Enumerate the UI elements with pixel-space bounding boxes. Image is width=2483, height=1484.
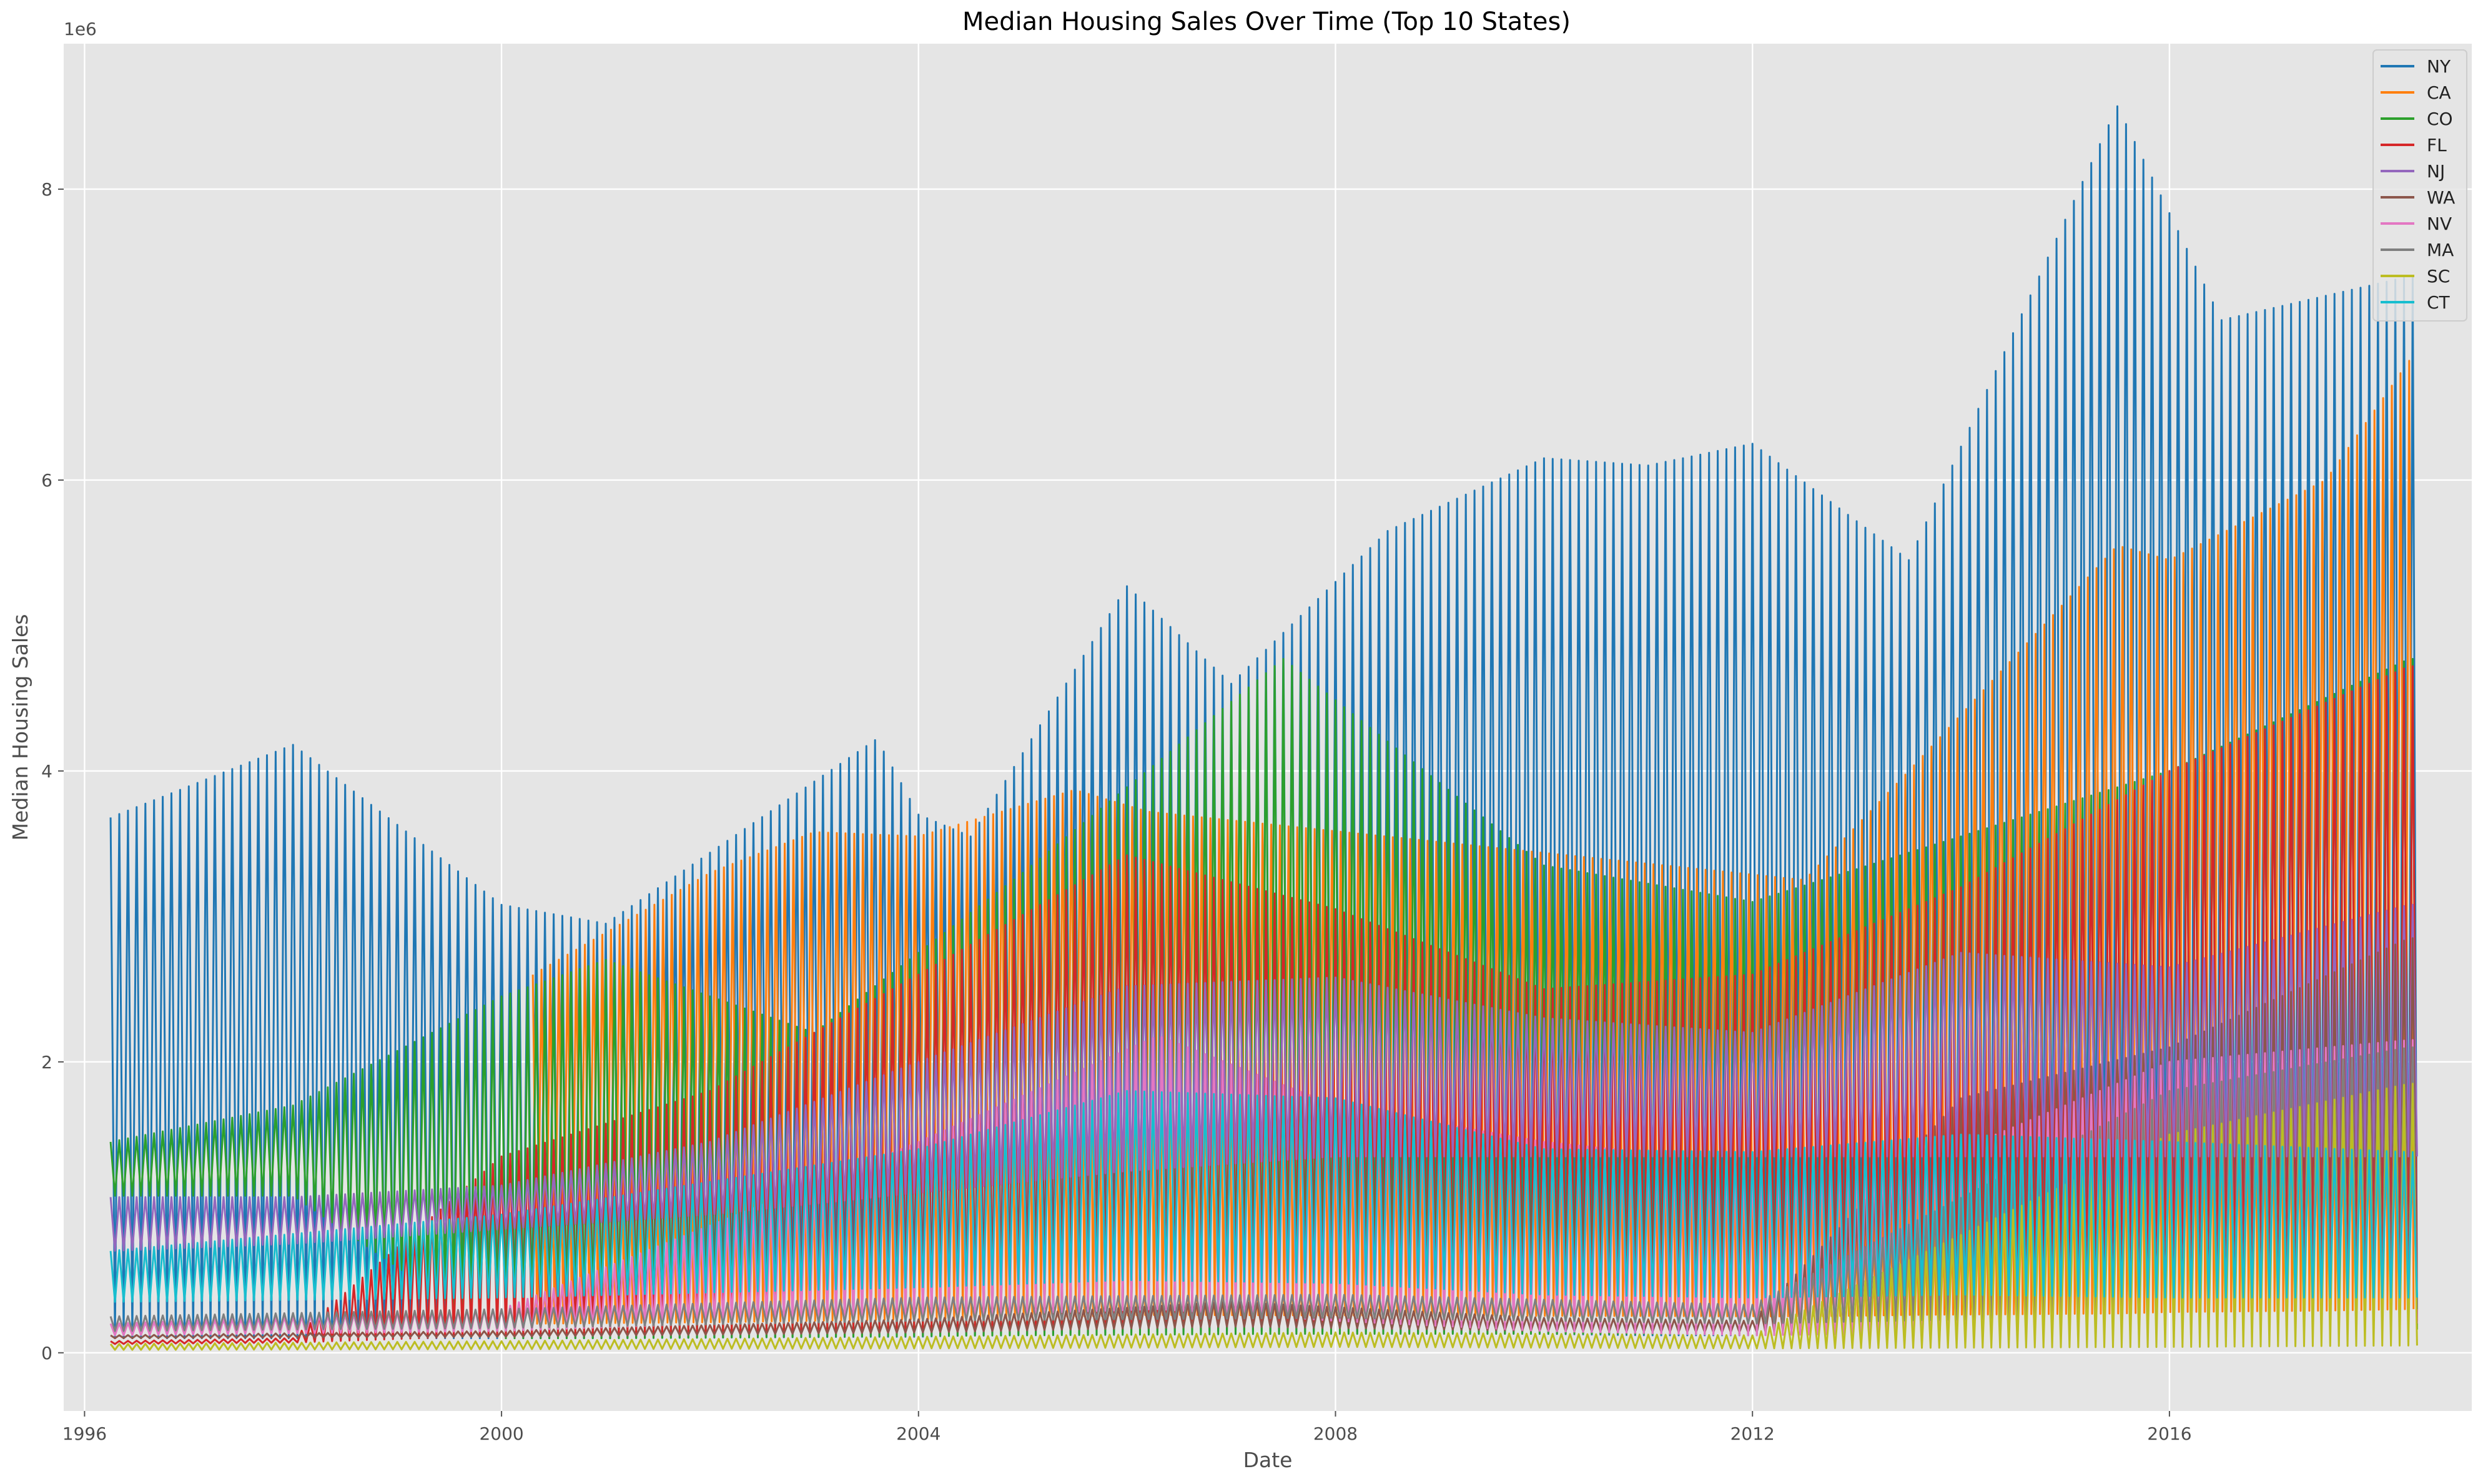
series-line-ct	[109, 1089, 2418, 1303]
legend-entry-sc: SC	[2427, 266, 2450, 287]
chart-title: Median Housing Sales Over Time (Top 10 S…	[962, 7, 1571, 36]
y-tick-label: 0	[41, 1343, 52, 1364]
x-tick-label: 2004	[896, 1423, 940, 1444]
series-line-nj	[109, 903, 2418, 1252]
legend-entry-ca: CA	[2427, 82, 2451, 103]
x-tick-label: 2008	[1313, 1423, 1358, 1444]
legend-entry-ma: MA	[2427, 240, 2454, 260]
y-tick-label: 4	[41, 761, 52, 782]
legend-box	[2372, 49, 2467, 322]
x-tick-label: 2000	[479, 1423, 523, 1444]
legend-entry-nv: NV	[2427, 214, 2452, 234]
x-axis-label: Date	[1243, 1448, 1293, 1472]
legend-entry-fl: FL	[2427, 135, 2447, 155]
y-axis-label: Median Housing Sales	[8, 614, 32, 841]
legend: NY CA CO FL NJ WA NV MA SC CT	[2372, 49, 2467, 322]
legend-entry-ct: CT	[2427, 292, 2451, 313]
axes: 1996 2000 2004 2008 2012 2016 0 2 4 6 8	[41, 179, 2191, 1444]
y-tick-label: 2	[41, 1052, 52, 1073]
x-tick-label: 2016	[2147, 1423, 2191, 1444]
legend-entry-co: CO	[2427, 109, 2453, 129]
y-tick-label: 6	[41, 470, 52, 491]
legend-entry-nj: NJ	[2427, 161, 2445, 182]
legend-entry-ny: NY	[2427, 56, 2451, 77]
legend-entry-wa: WA	[2427, 187, 2455, 208]
x-tick-label: 2012	[1730, 1423, 1775, 1444]
y-tick-label: 8	[41, 179, 52, 200]
series-lines	[109, 105, 2418, 1351]
series-line-sc	[109, 1083, 2418, 1351]
y-offset-label: 1e6	[64, 19, 97, 39]
x-tick-label: 1996	[62, 1423, 107, 1444]
